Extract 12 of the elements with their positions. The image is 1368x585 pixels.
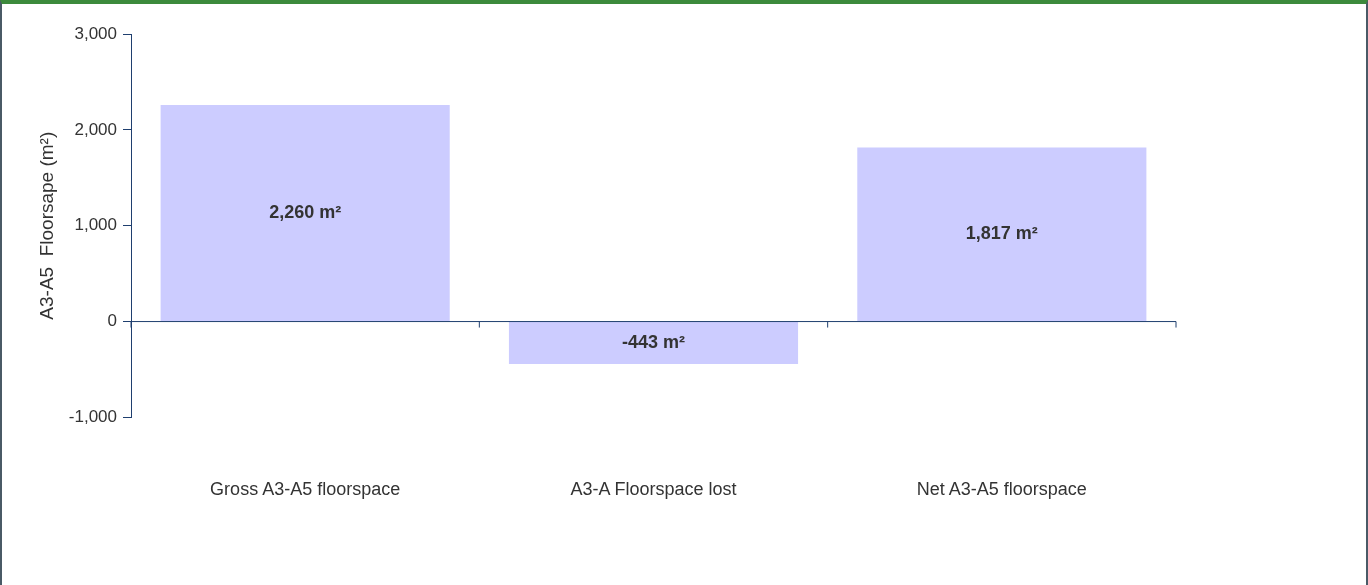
x-tick-label: Net A3-A5 floorspace: [916, 479, 1087, 500]
data-label: 1,817 m²: [965, 223, 1038, 244]
y-tick-label: 0: [107, 311, 117, 331]
y-tick-label: 3,000: [74, 23, 117, 43]
y-axis-title: A3-A5 Floorsape (m²): [35, 131, 57, 320]
y-tick-label: 2,000: [74, 119, 117, 139]
y-tick-label: 1,000: [74, 215, 117, 235]
data-label: 2,260 m²: [269, 201, 342, 222]
y-tick-label: -1,000: [68, 407, 117, 427]
data-label: -443 m²: [621, 332, 686, 352]
x-tick-label: A3-A Floorspace lost: [570, 479, 737, 500]
x-tick-label: Gross A3-A5 floorspace: [210, 479, 401, 500]
